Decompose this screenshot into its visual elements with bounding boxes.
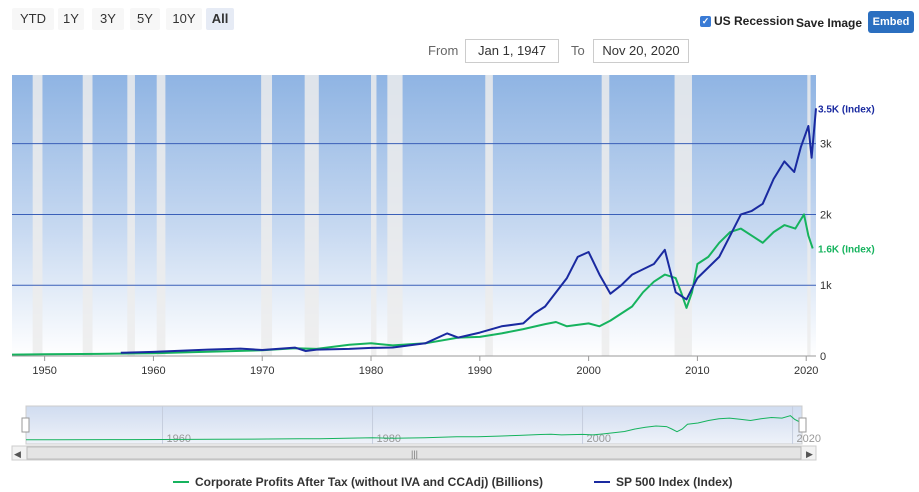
legend-swatch-profits xyxy=(173,481,189,483)
to-label: To xyxy=(571,43,585,58)
legend-swatch-sp500 xyxy=(594,481,610,483)
us-recession-toggle[interactable]: ✓ US Recession xyxy=(700,14,794,28)
range-button-1y[interactable]: 1Y xyxy=(58,8,84,30)
scrollbar-grip-icon[interactable]: ||| xyxy=(411,449,418,459)
range-button-all[interactable]: All xyxy=(206,8,234,30)
recession-band xyxy=(156,75,166,356)
y-tick-label: 0 xyxy=(820,351,826,363)
x-tick-label: 1960 xyxy=(141,365,165,377)
range-button-3y[interactable]: 3Y xyxy=(92,8,124,30)
navigator-tick-label: 2020 xyxy=(797,433,821,445)
x-tick-label: 1970 xyxy=(250,365,274,377)
legend-item-sp500[interactable]: SP 500 Index (Index) xyxy=(594,475,733,489)
x-tick-label: 2000 xyxy=(576,365,600,377)
embed-button[interactable]: Embed xyxy=(868,11,914,33)
scroll-right-arrow-icon[interactable]: ▶ xyxy=(806,449,813,459)
range-button-5y[interactable]: 5Y xyxy=(130,8,160,30)
us-recession-label: US Recession xyxy=(714,14,795,28)
y-tick-label: 3k xyxy=(820,139,832,151)
series-end-label: 3.5K (Index) xyxy=(818,104,875,115)
range-button-10y[interactable]: 10Y xyxy=(166,8,202,30)
navigator-series-line xyxy=(25,415,800,441)
legend-item-profits[interactable]: Corporate Profits After Tax (without IVA… xyxy=(173,475,543,489)
navigator-tick-label: 1980 xyxy=(377,433,401,445)
x-tick-label: 1990 xyxy=(468,365,492,377)
recession-band xyxy=(261,75,273,356)
chart-area: 0 1k 2k 3k 1.6K (Index) 3.5K (Index) 1950 196… xyxy=(11,75,875,461)
save-image-button[interactable]: Save Image xyxy=(796,16,863,30)
recession-band xyxy=(127,75,135,356)
navigator-left-handle[interactable] xyxy=(21,417,30,433)
recession-band xyxy=(371,75,377,356)
recession-band xyxy=(387,75,403,356)
y-tick-label: 2k xyxy=(820,209,832,221)
scrollbar-thumb[interactable] xyxy=(26,446,802,460)
legend-label-sp500: SP 500 Index (Index) xyxy=(616,475,733,489)
checkbox-checked-icon[interactable]: ✓ xyxy=(700,15,711,27)
navigator-right-handle[interactable] xyxy=(798,417,807,433)
legend-label-profits: Corporate Profits After Tax (without IVA… xyxy=(195,475,543,489)
navigator-tick-label: 2000 xyxy=(587,433,611,445)
x-tick-label: 2020 xyxy=(794,365,818,377)
recession-band xyxy=(304,75,319,356)
to-date-input[interactable]: Nov 20, 2020 xyxy=(593,39,689,63)
recession-band xyxy=(807,75,811,356)
recession-band xyxy=(674,75,692,356)
range-button-ytd[interactable]: YTD xyxy=(12,8,54,30)
from-label: From xyxy=(428,43,459,58)
series-line-sp500 xyxy=(120,108,817,354)
recession-band xyxy=(32,75,43,356)
series-end-label: 1.6K (Index) xyxy=(818,244,875,255)
recession-band xyxy=(82,75,93,356)
x-tick-label: 2010 xyxy=(685,365,709,377)
from-date-input[interactable]: Jan 1, 1947 xyxy=(465,39,559,63)
y-tick-label: 1k xyxy=(820,280,832,292)
scroll-left-arrow-icon[interactable]: ◀ xyxy=(14,449,21,459)
recession-band xyxy=(601,75,610,356)
x-tick-label: 1980 xyxy=(359,365,383,377)
recession-band xyxy=(485,75,493,356)
x-tick-label: 1950 xyxy=(32,365,56,377)
